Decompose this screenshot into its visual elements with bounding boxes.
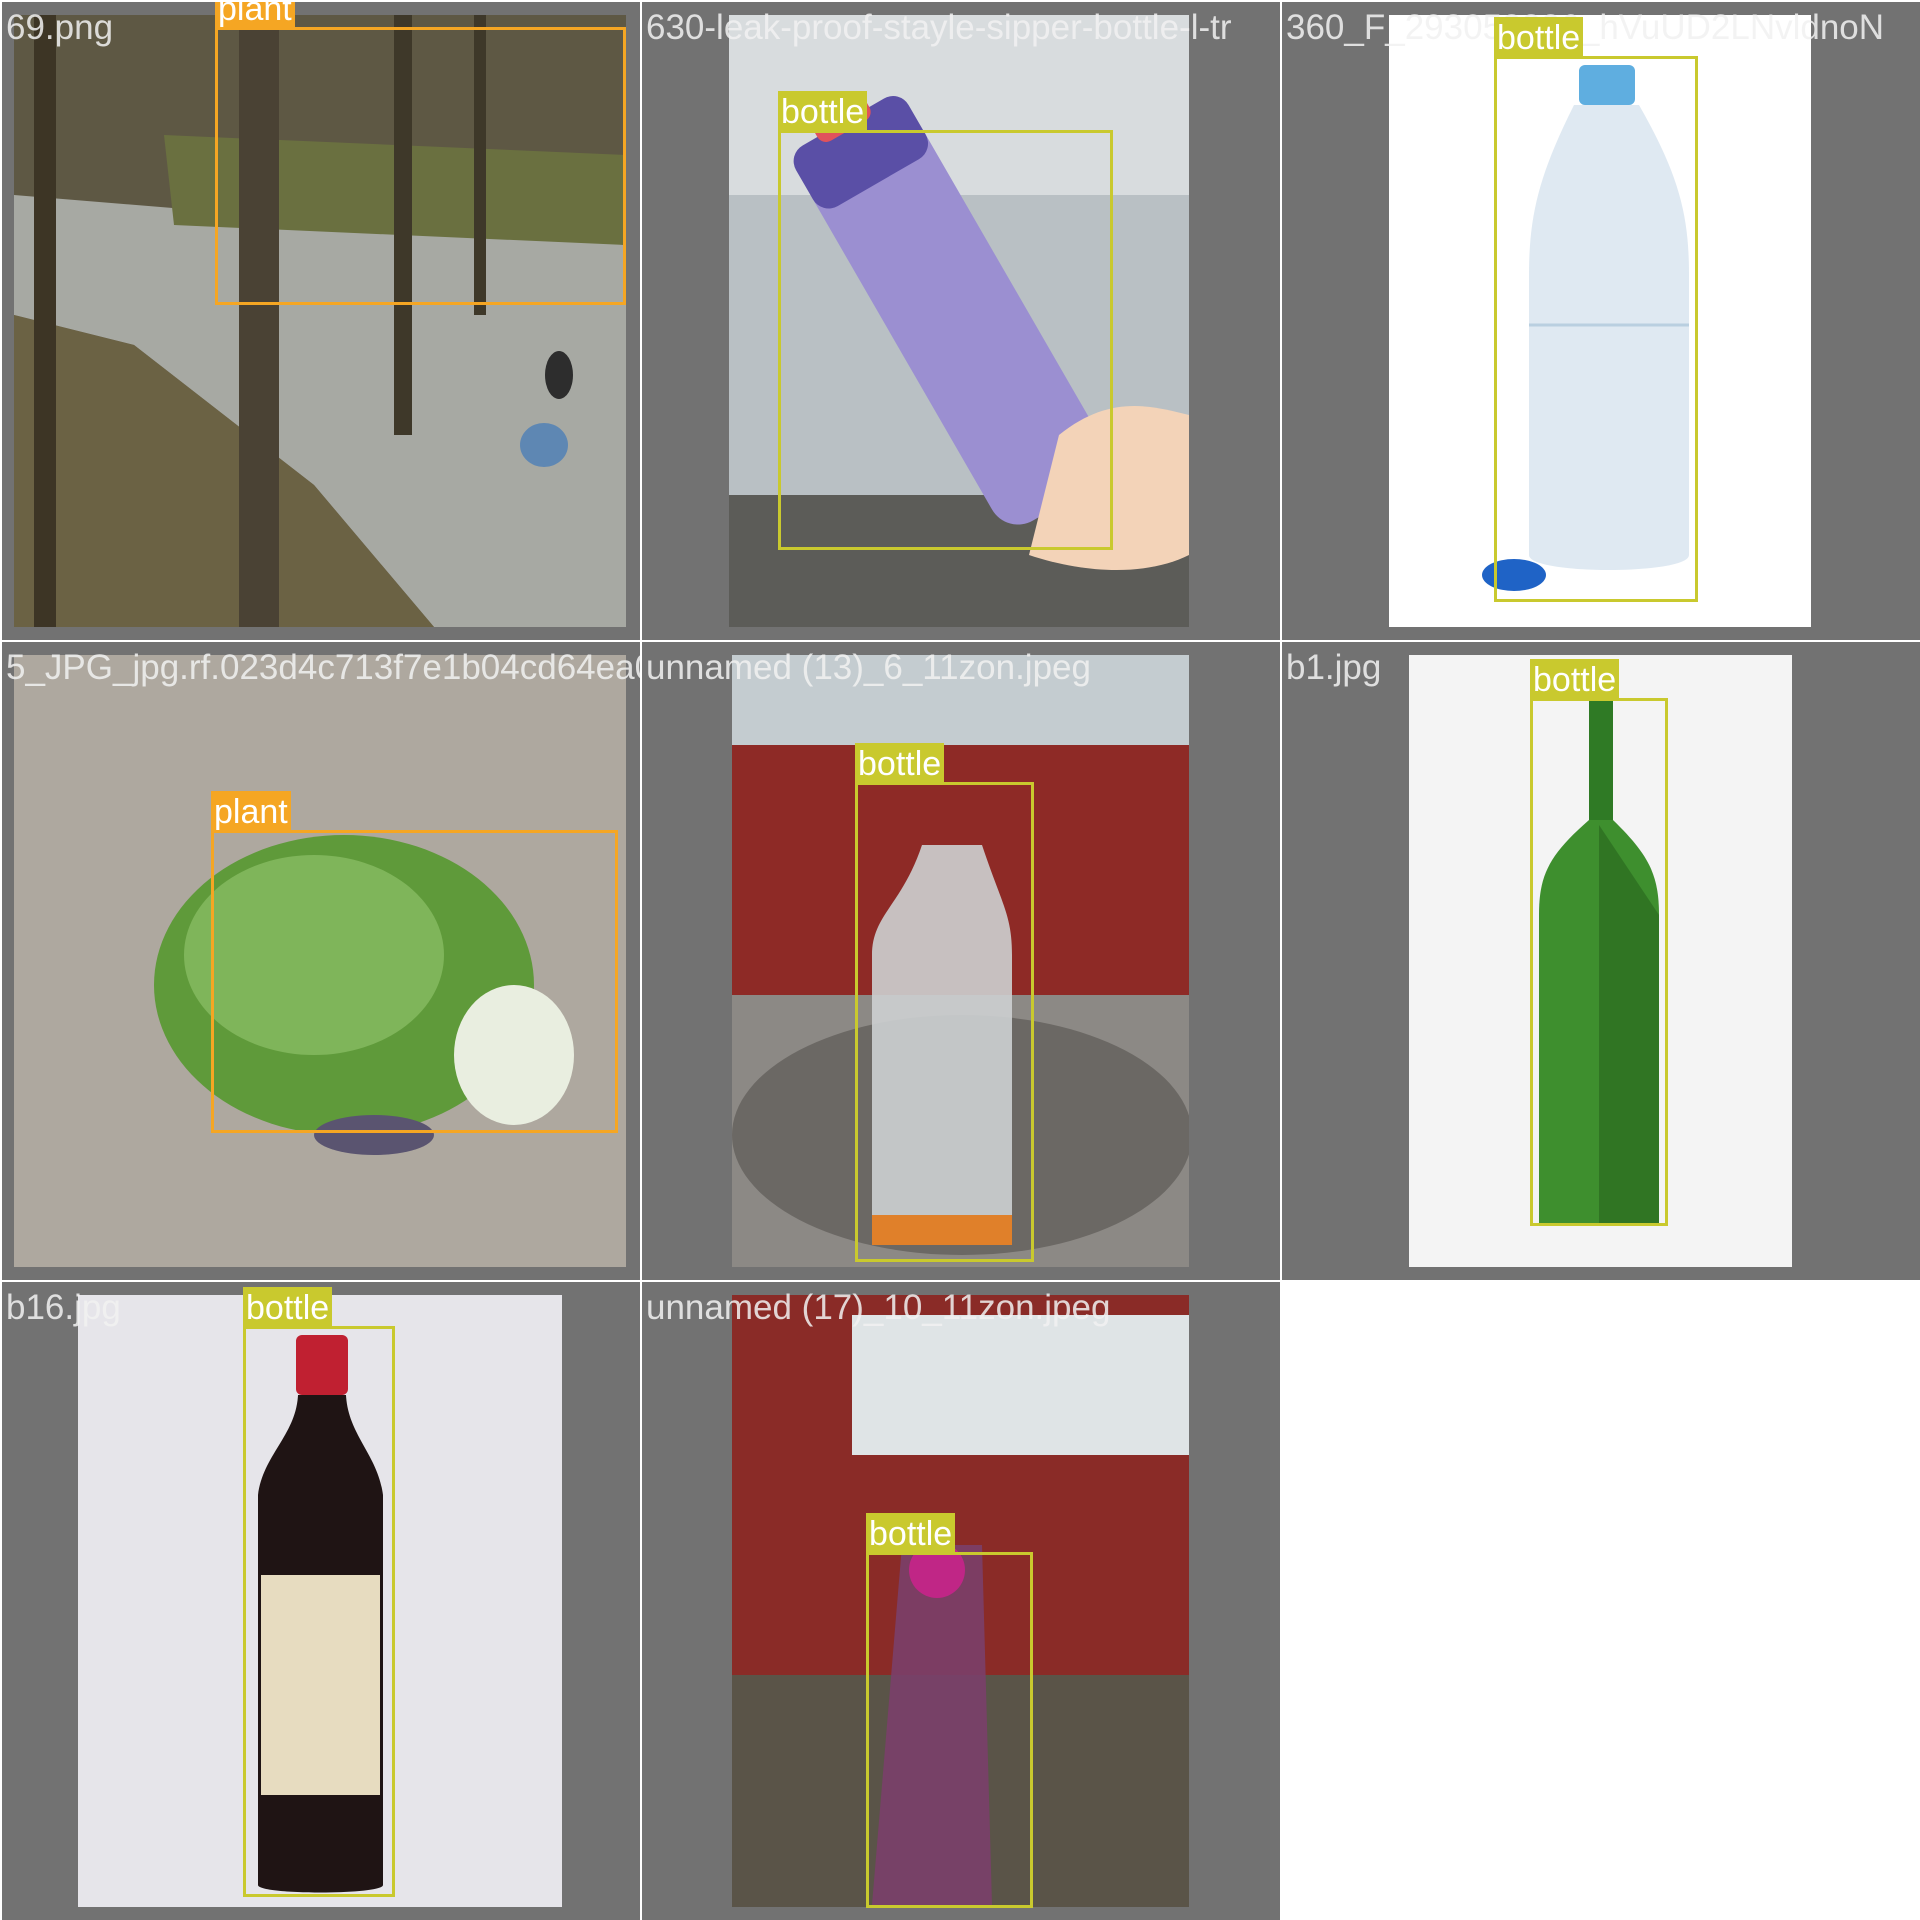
detection-box-bottle: bottle: [855, 743, 1034, 1262]
image-filename: b1.jpg: [1286, 648, 1382, 687]
detection-box-bottle: bottle: [1530, 659, 1668, 1226]
mosaic-tile: b16.jpg bottle: [2, 1282, 640, 1920]
detection-label: bottle: [1494, 17, 1584, 59]
detection-label: bottle: [855, 743, 945, 785]
detection-box-plant: plant: [211, 791, 618, 1133]
detection-label: plant: [211, 791, 291, 833]
plastic-bottle-photo: [1389, 15, 1811, 627]
mosaic-tile: 69.png plant: [2, 2, 640, 640]
tap-bottle-photo: [732, 655, 1189, 1267]
detection-label: bottle: [778, 91, 868, 133]
detection-box-bottle: bottle: [866, 1513, 1033, 1908]
mosaic-tile: b1.jpg bottle: [1282, 642, 1920, 1280]
detection-label: bottle: [243, 1287, 333, 1329]
detection-label: plant: [215, 2, 295, 30]
park-photo: [14, 15, 626, 627]
lettuce-photo: [14, 655, 626, 1267]
detection-label: bottle: [1530, 659, 1620, 701]
detection-box-bottle: bottle: [243, 1287, 395, 1897]
pink-bottle-photo: [732, 1295, 1189, 1907]
mosaic-tile: 360_F_293053836_hVuUD2LNvldnoN bottle: [1282, 2, 1920, 640]
mosaic-tile: unnamed (17)_10_11zon.jpeg bottle: [642, 1282, 1280, 1920]
detection-box-plant: plant: [215, 2, 626, 305]
wine-bottle-photo: [78, 1295, 562, 1907]
green-bottle-photo: [1409, 655, 1792, 1267]
mosaic-tile: 5_JPG_jpg.rf.023d4c713f7e1b04cd64ea0f0 p…: [2, 642, 640, 1280]
mosaic-tile: 630-leak-proof-stayle-sipper-bottle-l-tr…: [642, 2, 1280, 640]
detection-label: bottle: [866, 1513, 956, 1555]
detection-box-bottle: bottle: [778, 91, 1113, 550]
detection-box-bottle: bottle: [1494, 17, 1698, 602]
mosaic-tile: unnamed (13)_6_11zon.jpeg bottle: [642, 642, 1280, 1280]
